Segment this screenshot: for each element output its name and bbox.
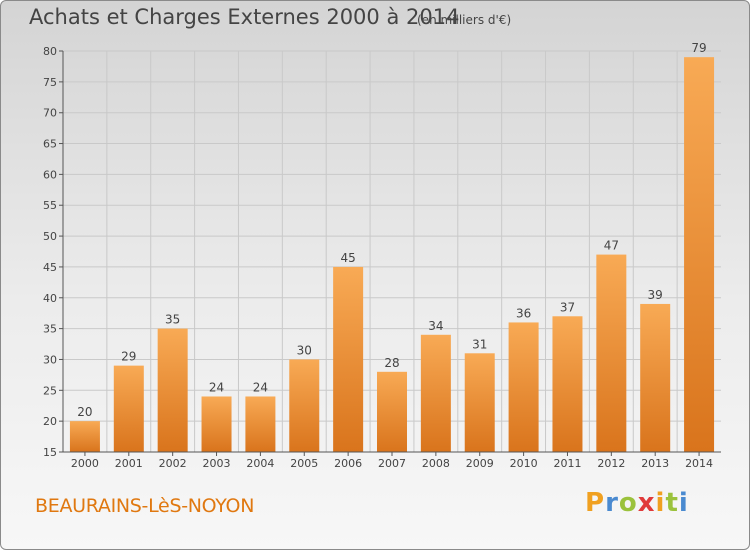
- bar-value-label: 24: [253, 380, 268, 394]
- x-tick-label: 2009: [466, 457, 494, 470]
- bar-2009: [464, 353, 495, 452]
- bar-2010: [508, 322, 539, 452]
- bar-2000: [69, 421, 100, 452]
- bar-2006: [333, 266, 364, 452]
- y-tick-label: 15: [43, 446, 57, 459]
- bar-2013: [640, 303, 671, 452]
- x-tick-label: 2014: [685, 457, 713, 470]
- proxiti-logo: Proxiti: [585, 488, 689, 518]
- bar-2001: [113, 365, 144, 452]
- bar-value-label: 20: [77, 405, 92, 419]
- y-tick-label: 60: [43, 168, 57, 181]
- bar-value-label: 28: [384, 356, 399, 370]
- logo-letter: r: [605, 488, 619, 518]
- x-tick-label: 2007: [378, 457, 406, 470]
- bar-value-label: 31: [472, 337, 487, 351]
- bar-value-label: 29: [121, 350, 136, 364]
- x-tick-label: 2001: [115, 457, 143, 470]
- logo-letter: P: [585, 488, 606, 518]
- x-tick-label: 2002: [159, 457, 187, 470]
- bar-value-label: 24: [209, 380, 224, 394]
- x-tick-label: 2013: [641, 457, 669, 470]
- bar-2012: [596, 254, 627, 452]
- bar-2003: [201, 396, 232, 452]
- bar-value-label: 47: [604, 239, 619, 253]
- y-tick-label: 20: [43, 415, 57, 428]
- bars: 20 29 35 24 24 30 45 28 34 31 36 37 47 39 79: [69, 41, 715, 453]
- x-tick-label: 2005: [290, 457, 318, 470]
- bar-2011: [552, 316, 583, 452]
- y-tick-label: 55: [43, 199, 57, 212]
- logo-letter: i: [678, 488, 689, 518]
- bar-value-label: 30: [297, 343, 312, 357]
- x-tick-label: 2011: [553, 457, 581, 470]
- logo-letter: t: [665, 488, 679, 518]
- bar-2014: [684, 57, 715, 453]
- y-tick-label: 25: [43, 384, 57, 397]
- x-tick-label: 2012: [597, 457, 625, 470]
- logo-letter: o: [618, 488, 638, 518]
- bar-2007: [377, 371, 407, 452]
- y-tick-label: 50: [43, 230, 57, 243]
- bar-value-label: 39: [648, 288, 663, 302]
- bar-2004: [245, 396, 276, 452]
- bar-value-label: 34: [428, 319, 443, 333]
- chart-title: Achats et Charges Externes 2000 à 2014: [29, 5, 460, 29]
- bar-2005: [289, 359, 320, 452]
- y-tick-label: 35: [43, 323, 57, 336]
- bar-2002: [157, 328, 188, 452]
- bar-value-label: 45: [340, 251, 355, 265]
- city-name: BEAURAINS-LèS-NOYON: [35, 495, 255, 517]
- x-tick-label: 2004: [246, 457, 274, 470]
- y-tick-label: 80: [43, 45, 57, 58]
- logo-letter: x: [637, 488, 656, 518]
- y-tick-label: 65: [43, 138, 57, 151]
- x-tick-label: 2000: [71, 457, 99, 470]
- y-tick-label: 45: [43, 261, 57, 274]
- y-tick-label: 30: [43, 353, 57, 366]
- bar-value-label: 79: [691, 41, 706, 55]
- bar-value-label: 36: [516, 306, 531, 320]
- y-tick-label: 70: [43, 107, 57, 120]
- axes: 15 20 25 30 35 40 45 50 55 60 65 70 75 80 2000 2001 2002…: [43, 45, 721, 470]
- chart-subtitle: (en milliers d'€): [417, 13, 512, 27]
- logo-letter: i: [655, 488, 666, 518]
- y-tick-label: 75: [43, 76, 57, 89]
- bar-2008: [420, 334, 451, 452]
- x-tick-label: 2008: [422, 457, 450, 470]
- bar-value-label: 35: [165, 313, 180, 327]
- x-tick-label: 2003: [203, 457, 231, 470]
- x-tick-label: 2010: [510, 457, 538, 470]
- bar-value-label: 37: [560, 300, 575, 314]
- y-tick-label: 40: [43, 292, 57, 305]
- x-tick-label: 2006: [334, 457, 362, 470]
